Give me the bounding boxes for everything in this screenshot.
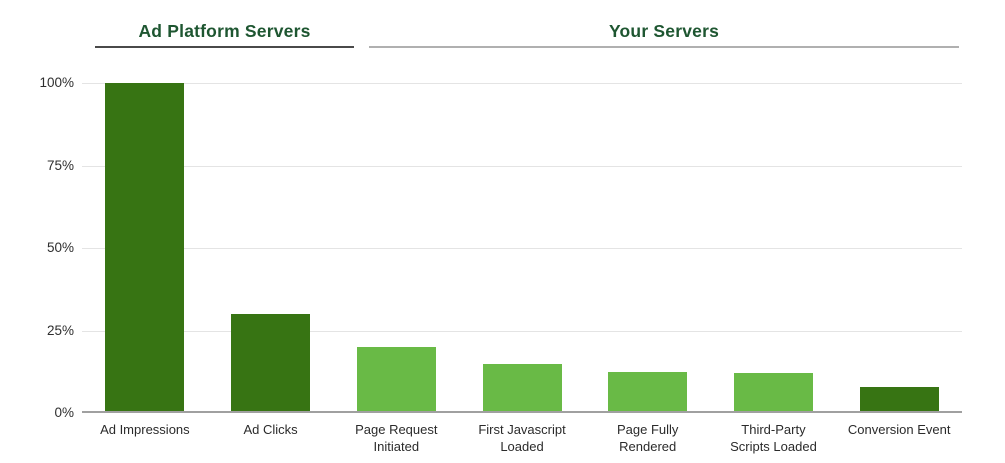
bar-conversion-event [859,386,939,411]
bar-page-fully-rendered [608,371,688,411]
bars [82,83,962,413]
bar-ad-impressions [105,83,185,411]
section-title-your-servers: Your Servers [608,21,720,41]
x-axis-labels: Ad Impressions Ad Clicks Page Request Initi… [82,421,962,455]
bar-slot-page-fully-rendered [585,83,711,413]
section-underline-your-servers [369,46,959,48]
x-label-first-javascript-loaded: First Javascript Loaded [459,421,585,455]
x-label-page-fully-rendered: Page Fully Rendered [585,421,711,455]
x-label-line: Scripts Loaded [730,439,817,454]
x-label-ad-clicks: Ad Clicks [208,421,334,455]
section-ad-platform-servers: Ad Platform Servers [95,18,354,48]
y-tick-label-100: 100% [39,75,74,90]
x-label-line: Loaded [500,439,544,454]
y-tick-label-0: 0% [54,405,74,420]
section-title-ad-platform-servers: Ad Platform Servers [138,21,311,41]
x-label-conversion-event: Conversion Event [836,421,962,455]
bar-ad-clicks [231,314,311,411]
x-label-line: Page Fully [617,422,679,437]
y-tick-label-25: 25% [46,323,74,338]
x-label-line: First Javascript [478,422,566,437]
bar-third-party-scripts-loaded [733,373,813,411]
bar-slot-ad-impressions [82,83,208,413]
gridline-100 [82,83,962,84]
x-label-third-party-scripts-loaded: Third-Party Scripts Loaded [711,421,837,455]
gridline-25 [82,331,962,332]
x-label-page-request-initiated: Page Request Initiated [333,421,459,455]
x-label-line: Initiated [373,439,420,454]
y-tick-label-50: 50% [46,240,74,255]
bar-first-javascript-loaded [482,363,562,411]
y-tick-label-75: 75% [46,158,74,173]
x-label-line: Ad Clicks [243,422,298,437]
bar-slot-ad-clicks [208,83,334,413]
x-axis-baseline [82,411,962,413]
section-underline-ad-platform-servers [95,46,354,48]
x-label-line: Rendered [619,439,677,454]
gridline-50 [82,248,962,249]
bar-slot-page-request-initiated [333,83,459,413]
bar-slot-conversion-event [836,83,962,413]
x-label-ad-impressions: Ad Impressions [82,421,208,455]
x-label-line: Conversion Event [847,422,951,437]
bar-page-request-initiated [356,347,436,411]
plot-area [82,83,962,413]
x-label-line: Page Request [355,422,438,437]
bar-slot-third-party-scripts-loaded [711,83,837,413]
gridline-75 [82,166,962,167]
x-label-line: Third-Party [741,422,806,437]
bar-slot-first-javascript-loaded [459,83,585,413]
x-label-line: Ad Impressions [100,422,190,437]
section-your-servers: Your Servers [369,18,959,48]
